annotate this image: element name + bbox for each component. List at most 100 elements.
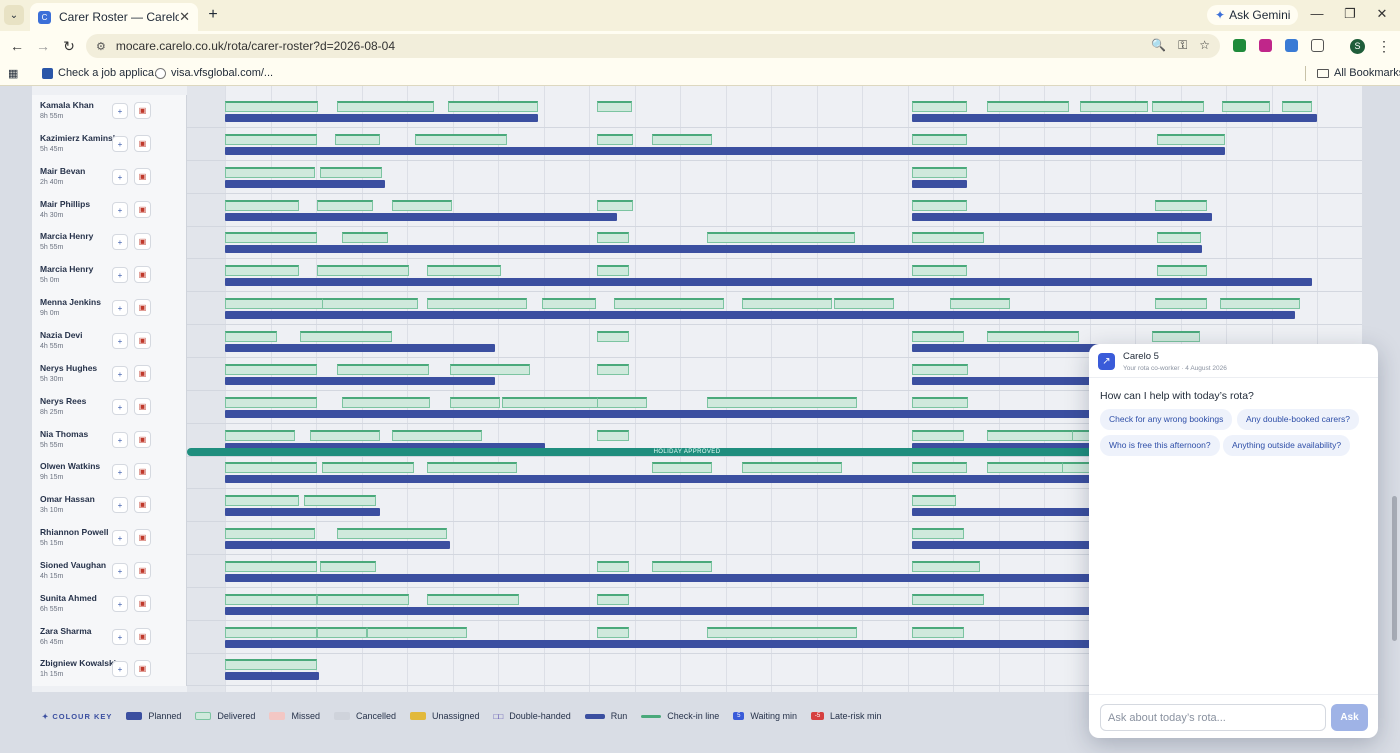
run-bar[interactable] (912, 179, 967, 188)
add-visit-button[interactable]: + (112, 562, 128, 579)
travel-mode-icon[interactable]: ▣ (134, 266, 151, 284)
run-bar[interactable] (912, 442, 1112, 451)
tab-close-icon[interactable]: ✕ (179, 9, 190, 24)
add-visit-button[interactable]: + (112, 267, 128, 284)
bookmark-star-icon[interactable]: ☆ (1199, 38, 1210, 52)
run-bar[interactable] (225, 245, 1201, 254)
visit-block[interactable] (337, 528, 447, 540)
run-bar[interactable] (912, 114, 1317, 122)
run-bar[interactable] (912, 245, 1202, 254)
visit-block[interactable] (322, 462, 414, 474)
visit-block[interactable] (987, 330, 1079, 342)
run-bar[interactable] (225, 343, 495, 352)
travel-mode-icon[interactable]: ▣ (134, 167, 151, 185)
travel-mode-icon[interactable]: ▣ (134, 331, 151, 349)
holiday-approved-bar[interactable]: HOLIDAY APPROVED (187, 447, 1187, 456)
visit-block[interactable] (597, 133, 633, 145)
visit-block[interactable] (342, 232, 388, 244)
visit-block[interactable] (225, 330, 277, 342)
visit-block[interactable] (597, 363, 629, 375)
travel-mode-icon[interactable]: ▣ (134, 561, 151, 579)
add-visit-button[interactable]: + (112, 464, 128, 481)
browser-menu-icon[interactable]: ⋮ (1377, 38, 1391, 54)
run-bar[interactable] (225, 179, 385, 188)
visit-block[interactable] (834, 298, 894, 310)
add-visit-button[interactable]: + (112, 595, 128, 612)
visit-block[interactable] (317, 265, 409, 277)
ask-gemini-button[interactable]: ✦ Ask Gemini (1207, 5, 1299, 25)
run-bar[interactable] (225, 606, 1225, 615)
run-bar[interactable] (225, 114, 538, 122)
visit-block[interactable] (597, 232, 629, 244)
visit-block[interactable] (1157, 133, 1225, 145)
visit-block[interactable] (597, 429, 629, 441)
browser-tab[interactable]: C Carer Roster — Carelo ✕ (30, 3, 198, 31)
maximize-window-icon[interactable]: ❐ (1344, 6, 1356, 21)
run-bar[interactable] (912, 376, 1112, 385)
suggestion-wrong-bookings[interactable]: Check for any wrong bookings (1100, 409, 1233, 430)
suggestion-free-afternoon[interactable]: Who is free this afternoon? (1100, 435, 1220, 456)
visit-block[interactable] (597, 101, 632, 112)
visit-block[interactable] (987, 101, 1069, 112)
visit-block[interactable] (337, 101, 434, 112)
add-visit-button[interactable]: + (112, 168, 128, 185)
suggestion-outside-availability[interactable]: Anything outside availability? (1223, 435, 1351, 456)
extensions-puzzle-icon[interactable] (1311, 39, 1324, 52)
visit-block[interactable] (225, 363, 317, 375)
add-visit-button[interactable]: + (112, 135, 128, 152)
reload-icon[interactable]: ↻ (63, 38, 75, 54)
run-bar[interactable] (912, 508, 1112, 517)
visit-block[interactable] (225, 265, 299, 277)
visit-block[interactable] (707, 396, 857, 408)
visit-block[interactable] (225, 199, 299, 211)
carer-cell[interactable]: Nazia Devi 4h 55m + ▣ (32, 324, 187, 358)
run-bar[interactable] (225, 475, 1225, 484)
carer-cell[interactable]: Marcia Henry 5h 55m + ▣ (32, 226, 187, 260)
visit-block[interactable] (1220, 298, 1300, 310)
visit-block[interactable] (912, 626, 964, 638)
run-bar[interactable] (225, 541, 450, 550)
visit-block[interactable] (392, 429, 482, 441)
travel-mode-icon[interactable]: ▣ (134, 397, 151, 415)
visit-block[interactable] (912, 429, 964, 441)
travel-mode-icon[interactable]: ▣ (134, 660, 151, 678)
visit-block[interactable] (597, 560, 629, 572)
visit-block[interactable] (225, 429, 295, 441)
visit-block[interactable] (225, 593, 317, 605)
carer-cell[interactable]: Nia Thomas 5h 55m + ▣ (32, 423, 187, 457)
add-visit-button[interactable]: + (112, 661, 128, 678)
extension-icon[interactable] (1259, 39, 1272, 52)
add-visit-button[interactable]: + (112, 628, 128, 645)
carer-cell[interactable]: Omar Hassan 3h 10m + ▣ (32, 489, 187, 523)
visit-block[interactable] (225, 101, 318, 112)
visit-block[interactable] (912, 199, 967, 211)
visit-block[interactable] (1155, 298, 1207, 310)
visit-block[interactable] (614, 298, 724, 310)
add-visit-button[interactable]: + (112, 365, 128, 382)
visit-block[interactable] (225, 659, 317, 671)
visit-block[interactable] (225, 232, 317, 244)
visit-block[interactable] (912, 560, 980, 572)
travel-mode-icon[interactable]: ▣ (134, 529, 151, 547)
zoom-icon[interactable]: 🔍 (1151, 38, 1167, 52)
run-bar[interactable] (225, 376, 495, 385)
visit-block[interactable] (542, 298, 596, 310)
visit-block[interactable] (225, 560, 317, 572)
run-bar[interactable] (912, 278, 1312, 287)
carer-cell[interactable]: Olwen Watkins 9h 15m + ▣ (32, 456, 187, 490)
bookmark-vfsglobal[interactable]: visa.vfsglobal.com/... (155, 67, 273, 79)
new-tab-icon[interactable]: + (208, 6, 218, 23)
assistant-question-input[interactable] (1100, 704, 1326, 731)
travel-mode-icon[interactable]: ▣ (134, 233, 151, 251)
add-visit-button[interactable]: + (112, 201, 128, 218)
add-visit-button[interactable]: + (112, 530, 128, 547)
site-info-icon[interactable]: ⚙ (96, 40, 106, 53)
add-visit-button[interactable]: + (112, 398, 128, 415)
add-visit-button[interactable]: + (112, 103, 128, 119)
visit-block[interactable] (225, 462, 317, 474)
visit-block[interactable] (320, 166, 382, 178)
travel-mode-icon[interactable]: ▣ (134, 364, 151, 382)
apps-grid-icon[interactable]: ▦ (8, 68, 19, 80)
visit-block[interactable] (300, 330, 392, 342)
visit-block[interactable] (427, 298, 527, 310)
